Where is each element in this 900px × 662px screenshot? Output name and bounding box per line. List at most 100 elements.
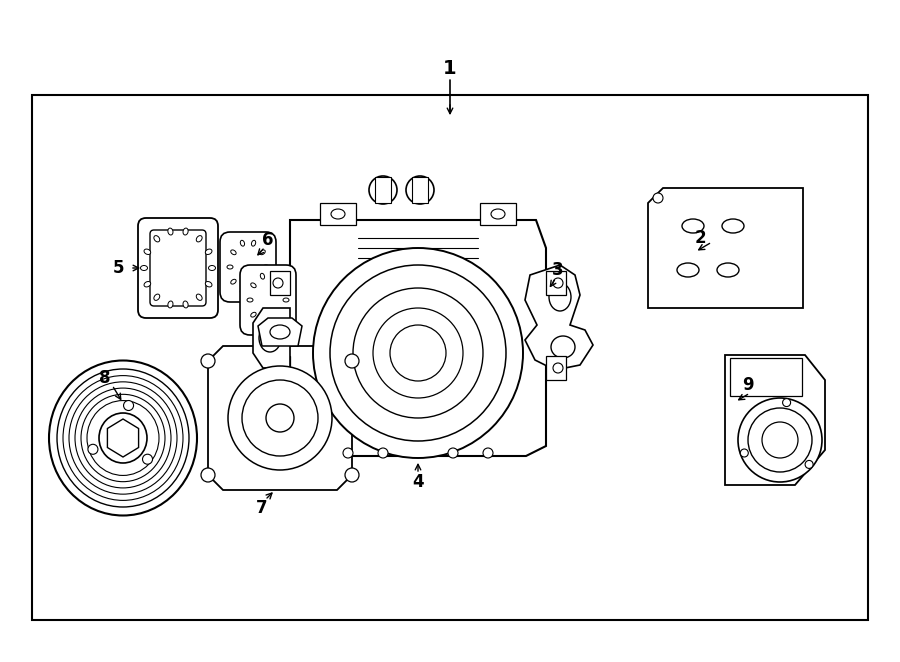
Polygon shape: [648, 188, 803, 308]
FancyBboxPatch shape: [240, 265, 296, 335]
Ellipse shape: [87, 401, 159, 475]
Circle shape: [748, 408, 812, 472]
Ellipse shape: [205, 281, 212, 287]
Circle shape: [345, 354, 359, 368]
Ellipse shape: [205, 249, 212, 254]
Ellipse shape: [69, 382, 177, 494]
Circle shape: [806, 461, 813, 469]
Text: 5: 5: [112, 259, 124, 277]
Ellipse shape: [551, 336, 575, 358]
Circle shape: [738, 398, 822, 482]
Polygon shape: [270, 356, 290, 380]
Ellipse shape: [549, 283, 571, 311]
Polygon shape: [546, 356, 566, 380]
Ellipse shape: [183, 301, 188, 308]
Ellipse shape: [81, 395, 165, 482]
Circle shape: [345, 468, 359, 482]
FancyBboxPatch shape: [138, 218, 218, 318]
Ellipse shape: [144, 281, 150, 287]
Polygon shape: [290, 220, 546, 456]
Circle shape: [353, 288, 483, 418]
Text: 8: 8: [99, 369, 111, 387]
Circle shape: [378, 448, 388, 458]
Ellipse shape: [251, 288, 256, 294]
Polygon shape: [258, 318, 302, 346]
Circle shape: [762, 422, 798, 458]
Bar: [411, 177, 428, 203]
Ellipse shape: [677, 263, 699, 277]
Circle shape: [228, 366, 332, 470]
Polygon shape: [525, 265, 593, 370]
Circle shape: [448, 448, 458, 458]
Ellipse shape: [260, 273, 265, 279]
Circle shape: [783, 399, 790, 406]
Ellipse shape: [99, 413, 147, 463]
Ellipse shape: [331, 209, 345, 219]
Ellipse shape: [251, 312, 256, 317]
Ellipse shape: [240, 288, 245, 294]
Ellipse shape: [168, 301, 173, 308]
Bar: [320, 203, 356, 225]
Circle shape: [266, 404, 294, 432]
Ellipse shape: [240, 240, 245, 246]
Circle shape: [201, 468, 215, 482]
Ellipse shape: [251, 240, 256, 246]
Ellipse shape: [168, 228, 173, 235]
Ellipse shape: [196, 236, 202, 242]
Ellipse shape: [272, 273, 275, 279]
Circle shape: [88, 444, 98, 454]
Ellipse shape: [196, 294, 202, 301]
Ellipse shape: [227, 265, 233, 269]
Ellipse shape: [49, 361, 197, 516]
Circle shape: [343, 448, 353, 458]
Ellipse shape: [280, 312, 285, 317]
Circle shape: [142, 454, 152, 464]
Circle shape: [741, 449, 748, 457]
Circle shape: [330, 265, 506, 441]
Circle shape: [201, 354, 215, 368]
Ellipse shape: [183, 228, 188, 235]
FancyBboxPatch shape: [220, 232, 276, 302]
Ellipse shape: [717, 263, 739, 277]
Ellipse shape: [260, 321, 265, 326]
Circle shape: [390, 325, 446, 381]
Ellipse shape: [553, 278, 563, 288]
Ellipse shape: [144, 249, 150, 254]
Polygon shape: [253, 308, 290, 368]
Circle shape: [242, 380, 318, 456]
Text: 6: 6: [262, 231, 274, 249]
Ellipse shape: [63, 375, 183, 500]
Circle shape: [653, 193, 663, 203]
Ellipse shape: [270, 325, 290, 339]
Bar: [730, 358, 802, 396]
Ellipse shape: [273, 363, 283, 373]
FancyBboxPatch shape: [150, 230, 206, 306]
Text: 3: 3: [553, 261, 563, 279]
Text: 2: 2: [694, 229, 706, 247]
Ellipse shape: [260, 250, 265, 255]
Text: 1: 1: [443, 58, 457, 77]
Ellipse shape: [209, 265, 215, 271]
Ellipse shape: [283, 298, 289, 302]
Circle shape: [313, 248, 523, 458]
Text: 9: 9: [742, 376, 754, 394]
Polygon shape: [725, 355, 825, 485]
Ellipse shape: [259, 324, 281, 352]
Ellipse shape: [140, 265, 148, 271]
Polygon shape: [546, 271, 566, 295]
Ellipse shape: [230, 279, 236, 284]
Ellipse shape: [75, 388, 171, 488]
Ellipse shape: [491, 209, 505, 219]
Ellipse shape: [230, 250, 236, 255]
Polygon shape: [208, 346, 352, 490]
Circle shape: [123, 401, 133, 410]
Polygon shape: [270, 271, 290, 295]
Ellipse shape: [263, 265, 269, 269]
Bar: [480, 203, 516, 225]
Ellipse shape: [260, 279, 265, 284]
Circle shape: [369, 176, 397, 204]
Circle shape: [406, 176, 434, 204]
Ellipse shape: [251, 283, 256, 288]
Text: 7: 7: [256, 499, 268, 517]
Ellipse shape: [553, 363, 563, 373]
